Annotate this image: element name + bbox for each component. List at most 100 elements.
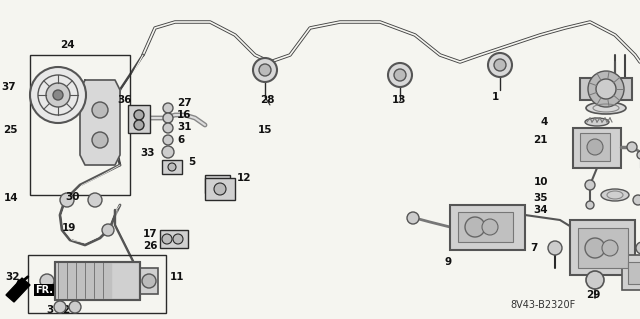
Circle shape (585, 180, 595, 190)
Text: 29: 29 (586, 290, 600, 300)
Circle shape (586, 271, 604, 289)
Circle shape (585, 238, 605, 258)
Circle shape (627, 142, 637, 152)
Text: 12: 12 (237, 173, 252, 183)
Circle shape (208, 180, 216, 188)
Polygon shape (6, 278, 30, 302)
Bar (140, 268, 158, 294)
Circle shape (40, 274, 54, 288)
Text: 5: 5 (188, 157, 195, 167)
Circle shape (588, 71, 624, 107)
Circle shape (636, 242, 640, 254)
Circle shape (586, 201, 594, 209)
Text: 7: 7 (531, 243, 538, 253)
Polygon shape (80, 80, 120, 165)
Circle shape (163, 123, 173, 133)
Bar (205, 178, 235, 200)
Text: 17: 17 (143, 229, 157, 239)
Text: 3: 3 (46, 305, 53, 315)
Bar (573, 128, 621, 168)
Circle shape (168, 163, 176, 171)
Text: 26: 26 (143, 241, 157, 251)
Circle shape (482, 219, 498, 235)
Circle shape (60, 193, 74, 207)
Circle shape (633, 195, 640, 205)
Text: 19: 19 (62, 223, 76, 233)
Circle shape (465, 217, 485, 237)
Circle shape (134, 110, 144, 120)
Text: 28: 28 (260, 95, 275, 105)
Bar (162, 160, 182, 174)
Circle shape (488, 53, 512, 77)
Circle shape (596, 79, 616, 99)
Polygon shape (94, 262, 102, 298)
Bar (570, 220, 635, 275)
Text: 25: 25 (3, 125, 18, 135)
Circle shape (394, 69, 406, 81)
Polygon shape (85, 262, 93, 298)
Circle shape (173, 234, 183, 244)
Bar (55, 262, 140, 300)
Text: 31: 31 (177, 122, 191, 132)
Bar (160, 230, 188, 248)
Text: 6: 6 (177, 135, 184, 145)
Text: 30: 30 (65, 192, 79, 202)
Text: 37: 37 (1, 82, 16, 92)
Circle shape (587, 139, 603, 155)
Text: 27: 27 (177, 98, 191, 108)
Ellipse shape (586, 102, 626, 114)
Text: FR.: FR. (35, 285, 53, 295)
Bar (205, 175, 230, 193)
Circle shape (388, 63, 412, 87)
Text: 1: 1 (492, 92, 499, 102)
Circle shape (92, 132, 108, 148)
Circle shape (69, 301, 81, 313)
Text: 4: 4 (541, 117, 548, 127)
Circle shape (88, 193, 102, 207)
Circle shape (134, 120, 144, 130)
Polygon shape (67, 262, 75, 298)
Bar (28, 255, 166, 313)
Circle shape (92, 102, 108, 118)
Circle shape (30, 67, 86, 123)
Bar (30, 55, 130, 195)
Circle shape (214, 183, 226, 195)
Text: 11: 11 (170, 272, 184, 282)
Circle shape (548, 241, 562, 255)
Circle shape (162, 146, 174, 158)
Bar (622, 255, 640, 290)
Circle shape (163, 113, 173, 123)
Bar (450, 205, 525, 250)
Polygon shape (103, 262, 111, 298)
Circle shape (53, 90, 63, 100)
Circle shape (102, 224, 114, 236)
Bar (128, 105, 150, 133)
Circle shape (253, 58, 277, 82)
Text: 24: 24 (60, 40, 75, 50)
Text: 10: 10 (534, 177, 548, 187)
Text: 34: 34 (533, 205, 548, 215)
Bar (458, 212, 513, 242)
Circle shape (494, 59, 506, 71)
Text: 15: 15 (258, 125, 273, 135)
Circle shape (54, 301, 66, 313)
Text: 13: 13 (392, 95, 406, 105)
Bar (578, 228, 628, 268)
Text: 35: 35 (534, 193, 548, 203)
Circle shape (259, 64, 271, 76)
Text: 8V43-B2320F: 8V43-B2320F (510, 300, 575, 310)
Circle shape (162, 234, 172, 244)
Bar (628, 262, 640, 284)
Circle shape (46, 83, 70, 107)
Text: 36: 36 (118, 95, 132, 105)
Circle shape (142, 274, 156, 288)
Text: 9: 9 (445, 257, 452, 267)
Polygon shape (76, 262, 84, 298)
Circle shape (637, 151, 640, 159)
Circle shape (602, 240, 618, 256)
Text: 14: 14 (3, 193, 18, 203)
Text: 21: 21 (534, 135, 548, 145)
Circle shape (407, 212, 419, 224)
Text: 16: 16 (177, 110, 191, 120)
Polygon shape (58, 262, 66, 298)
